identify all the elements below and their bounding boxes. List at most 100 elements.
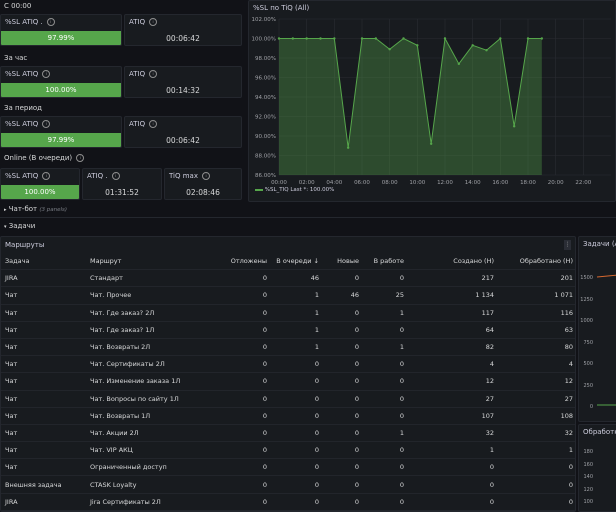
info-icon[interactable]: i	[76, 154, 85, 162]
table-cell: 12	[408, 372, 498, 391]
y-tick-label: 1250	[580, 296, 593, 303]
legend-swatch	[255, 188, 263, 191]
panel-title: ATIQ	[129, 120, 146, 128]
column-header[interactable]: Задача	[1, 253, 86, 271]
table-cell: Чат. Изменение заказа 1Л	[86, 372, 226, 391]
row-chatbot[interactable]: ▸ Чат-бот (3 panels)	[4, 205, 67, 213]
table-cell: 0	[363, 407, 408, 425]
table-cell: Стандарт	[86, 269, 226, 288]
info-icon[interactable]: i	[42, 120, 51, 128]
table-row: Внешняя задача CTASK Loyalty 0 0 0 0 0 0	[1, 475, 575, 494]
table-cell: Чат. Вопросы по сайту 1Л	[86, 390, 226, 408]
data-point	[512, 125, 516, 128]
panel-title: ATIQ	[129, 18, 146, 26]
table-cell: 1	[271, 321, 323, 339]
y-tick-label: 750	[583, 339, 593, 346]
x-tick-label: 02:00	[299, 180, 315, 186]
y-tick-label: 140	[583, 474, 593, 480]
table-cell: 0	[226, 286, 271, 305]
x-tick-label: 14:00	[465, 180, 481, 186]
table-cell: 0	[323, 269, 363, 288]
sl-value: 100.00%	[1, 185, 79, 199]
info-icon[interactable]: i	[149, 120, 158, 128]
y-tick-label: 120	[583, 486, 593, 493]
table-cell: 82	[408, 338, 498, 357]
column-header[interactable]: В работе	[363, 253, 408, 271]
column-header[interactable]: В очереди ↓	[271, 253, 323, 271]
column-header[interactable]: Маршрут	[86, 253, 226, 271]
table-cell: 0	[363, 441, 408, 460]
table-cell: 0	[498, 493, 575, 511]
table-cell: 0	[363, 321, 408, 339]
row-tasks-title: Задачи	[8, 222, 36, 230]
table-cell: Чат. Возвраты 1Л	[86, 407, 226, 425]
table-title: Маршруты	[5, 241, 45, 249]
atiq-panel-2: ATIQ i 00:14:32	[124, 66, 242, 98]
row-chatbot-count: (3 panels)	[39, 207, 68, 213]
table-row: JIRA Jira Сертификаты 2Л 0 0 0 0 0 0	[1, 493, 575, 511]
info-icon[interactable]: i	[149, 18, 158, 26]
table-cell: 201	[498, 269, 575, 288]
table-row: Чат Чат. Акции 2Л 0 0 0 1 32 32	[1, 424, 575, 443]
info-icon[interactable]: i	[111, 172, 120, 180]
y-tick-label: 98.00%	[255, 56, 276, 62]
column-header[interactable]: Создано (Н)	[408, 253, 498, 271]
panel-menu-icon[interactable]: ⋮	[564, 240, 571, 250]
column-header[interactable]: Отложены	[226, 253, 271, 271]
table-row: E-mailПисьмо КС000000	[1, 510, 575, 511]
table-cell: 0	[363, 372, 408, 391]
y-tick-label: 160	[583, 461, 593, 468]
table-cell: 0	[271, 493, 323, 511]
info-icon[interactable]: i	[149, 70, 158, 78]
tasks-series-line-2	[596, 274, 616, 278]
table-row: Чат Ограниченный доступ 0 0 0 0 0 0	[1, 458, 575, 477]
table-cell: 1	[363, 424, 408, 443]
table-cell: 1	[408, 441, 498, 460]
processing-chart-title: Обработка	[583, 428, 616, 436]
table-row: Чат Чат. Где заказ? 2Л 0 1 0 1 117 116	[1, 304, 575, 322]
y-tick-label: 100	[583, 499, 593, 505]
table-cell: E-mail	[1, 510, 86, 511]
data-point	[499, 37, 502, 40]
y-tick-label: 1500	[580, 275, 593, 281]
y-tick-label: 250	[583, 382, 593, 389]
table-cell: 0	[226, 407, 271, 425]
sl-tiq-chart: 102.00% 100.00% 98.00% 96.00% 94.00% 92.00% 90…	[252, 17, 611, 186]
table-cell: 117	[408, 304, 498, 322]
table-cell: 0	[226, 269, 271, 288]
info-icon[interactable]: i	[202, 172, 210, 180]
table-cell: 0	[226, 493, 271, 511]
row-divider	[0, 217, 616, 218]
table-cell: 0	[363, 493, 408, 511]
info-icon[interactable]: i	[42, 172, 51, 180]
table-cell: 0	[363, 390, 408, 408]
info-icon[interactable]: i	[42, 70, 51, 78]
table-row: Чат Чат. Изменение заказа 1Л 0 0 0 0 12 12	[1, 372, 575, 391]
chevron-right-icon: ▸	[4, 207, 7, 213]
table-row: Чат Чат. Возвраты 2Л 0 1 0 1 82 80	[1, 338, 575, 357]
row-tasks[interactable]: ▾ Задачи	[4, 222, 35, 230]
data-point	[360, 37, 364, 40]
table-cell: 0	[226, 372, 271, 391]
table-cell: 0	[226, 390, 271, 408]
chevron-down-icon: ▾	[4, 224, 7, 230]
column-header[interactable]: Обработано (Н)	[498, 253, 575, 271]
table-cell: 0	[323, 475, 363, 494]
table-cell: 0	[271, 424, 323, 443]
x-tick-label: 00:00	[271, 180, 287, 186]
info-icon[interactable]: i	[46, 18, 55, 26]
table-cell: 0	[226, 304, 271, 322]
table-cell: 0	[271, 458, 323, 477]
section-period: За период	[4, 104, 43, 112]
table-cell: 1	[271, 286, 323, 305]
data-point	[485, 49, 488, 52]
table-cell: JIRA	[1, 493, 86, 511]
table-row: Чат Чат. Прочее 0 1 46 25 1 134 1 071	[1, 286, 575, 305]
legend-series-name[interactable]: %SL_TIQ	[264, 187, 289, 193]
table-cell: 0	[226, 441, 271, 460]
column-header[interactable]: Новые	[323, 253, 363, 271]
table-cell: Чат. VIP АКЦ	[86, 441, 226, 460]
table-body: JIRA Стандарт 0 46 0 0 217 201 Чат Чат. Прочее 0 1 4…	[1, 269, 575, 511]
table-cell: 0	[498, 475, 575, 494]
sl-atiq-panel-3: %SL ATIQ i 97.99%	[0, 116, 122, 148]
